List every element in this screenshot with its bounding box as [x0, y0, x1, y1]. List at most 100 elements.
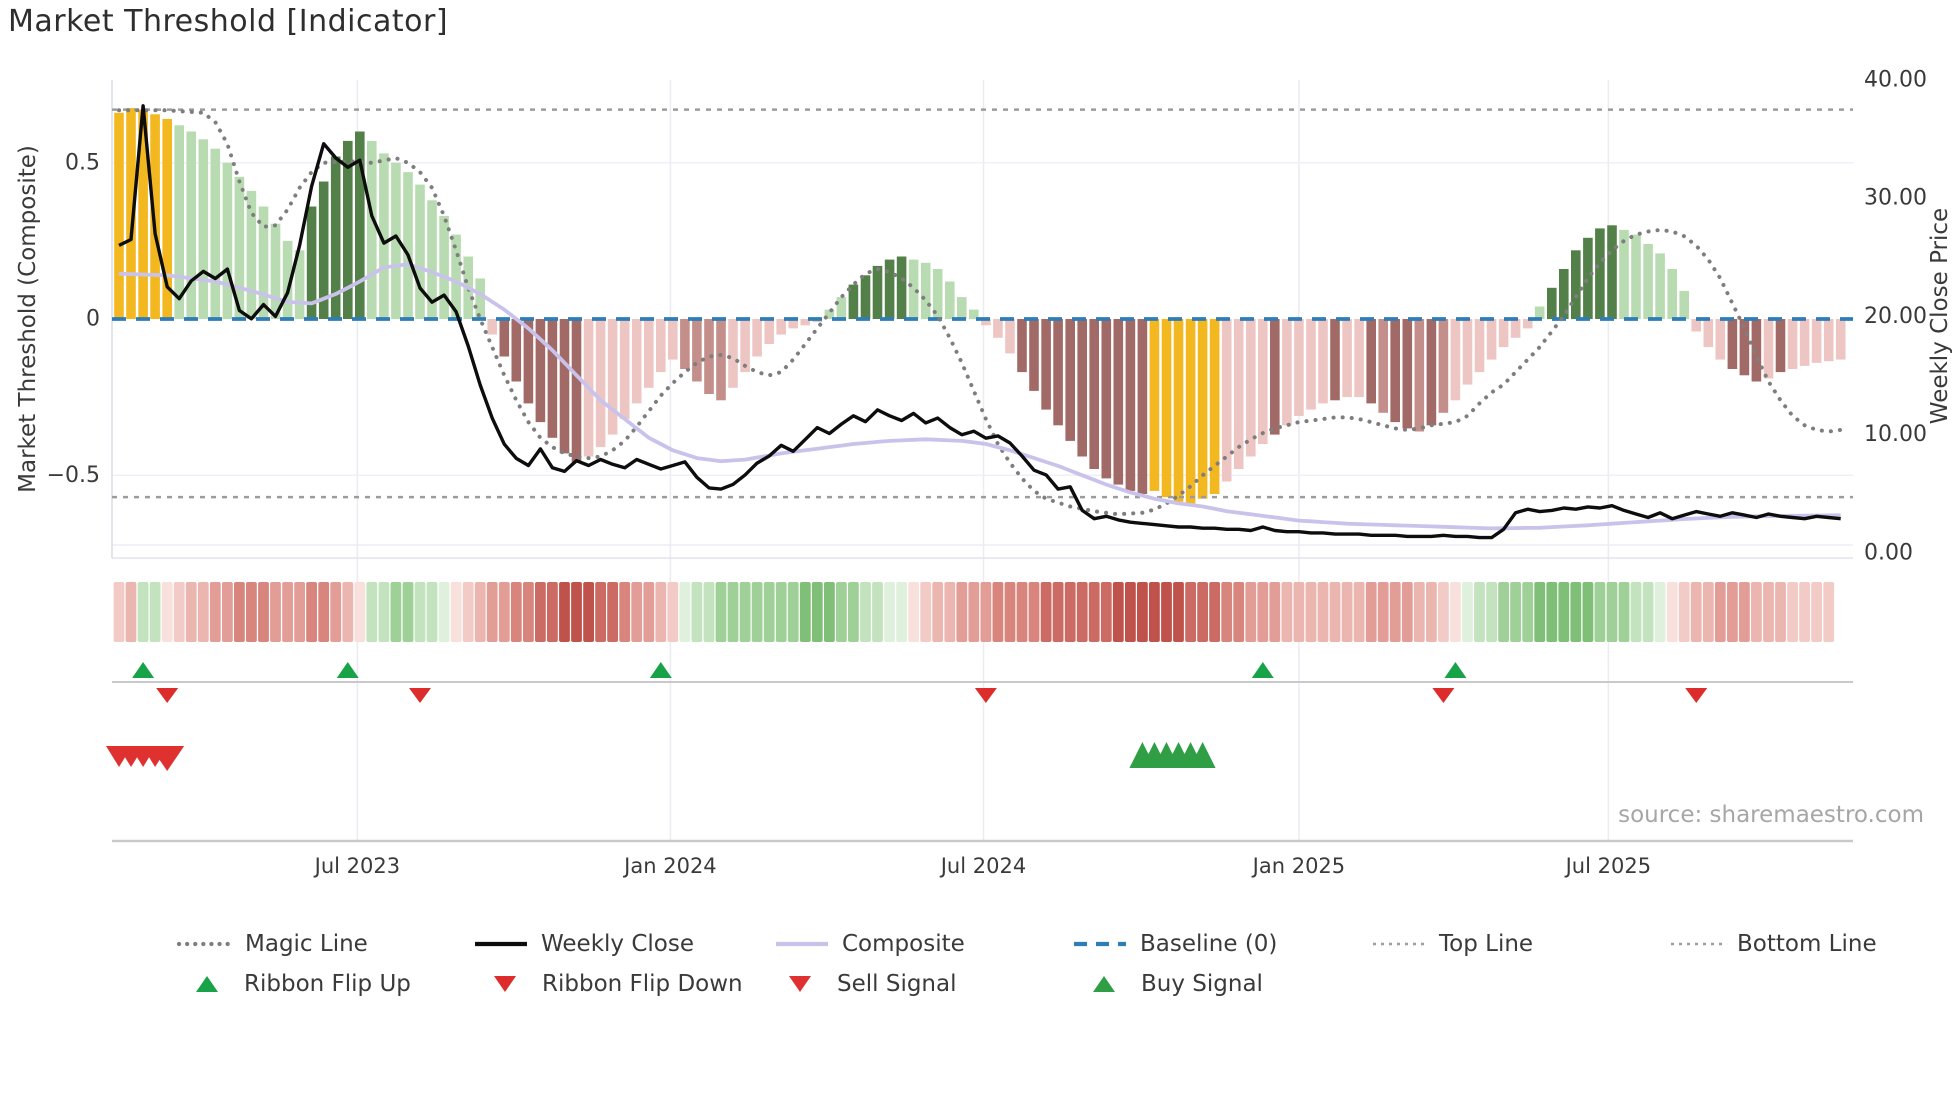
histogram-bar — [1005, 319, 1015, 354]
svg-text:Jul 2025: Jul 2025 — [1564, 854, 1651, 878]
ribbon-cell — [1594, 582, 1606, 642]
histogram-bar — [619, 319, 630, 419]
ribbon-cell — [1702, 582, 1714, 642]
ribbon-flip-up-icon — [132, 662, 155, 678]
histogram-bar — [499, 319, 510, 357]
legend-swatch-tri-up — [1093, 976, 1115, 992]
histogram-bar — [1414, 319, 1425, 432]
histogram-bar — [427, 200, 437, 320]
ribbon-cell — [1450, 582, 1461, 642]
ribbon-cell — [523, 582, 534, 642]
ribbon-cell — [1498, 582, 1509, 642]
histogram-bar — [920, 262, 931, 320]
histogram-bar — [1534, 306, 1545, 319]
histogram-bar — [607, 319, 618, 435]
ribbon-cell — [462, 582, 474, 642]
ribbon-cell — [161, 582, 173, 642]
histogram-bar — [1474, 319, 1485, 373]
histogram-bar — [547, 319, 558, 438]
ribbon-cell — [1341, 582, 1353, 642]
legend-item: Bottom Line — [1671, 931, 1877, 957]
ribbon-cell — [872, 582, 883, 642]
histogram-bar — [932, 269, 943, 319]
histogram-bar — [1510, 319, 1521, 338]
svg-text:0.5: 0.5 — [65, 150, 100, 175]
ribbon-cell — [763, 582, 775, 642]
ribbon-cell — [1799, 582, 1810, 642]
histogram-bar — [258, 206, 269, 319]
ribbon-cell — [896, 582, 907, 642]
ribbon-cell — [1149, 582, 1160, 642]
legend-item: Ribbon Flip Down — [494, 971, 743, 997]
histogram-bar — [704, 319, 714, 394]
histogram-bar — [559, 319, 570, 454]
sell-signal-icon — [150, 746, 185, 771]
histogram-bar — [945, 281, 955, 319]
ribbon-cell — [1727, 582, 1738, 642]
ribbon-cell — [691, 582, 703, 642]
histogram-bar — [1522, 319, 1533, 329]
histogram-bar — [1643, 244, 1653, 319]
ribbon-cell — [1125, 582, 1136, 642]
histogram-bar — [896, 256, 907, 319]
histogram-bar — [198, 139, 209, 319]
ribbon-cell — [968, 582, 980, 642]
histogram-bar — [716, 319, 726, 401]
histogram-bar — [1149, 319, 1160, 491]
ribbon-cell — [1666, 582, 1678, 642]
histogram-bar — [1053, 319, 1063, 426]
ribbon-cell — [1064, 582, 1076, 642]
legend-swatch-tri-down — [789, 976, 811, 992]
svg-text:Ribbon Flip Down: Ribbon Flip Down — [542, 971, 743, 997]
ribbon-cell — [715, 582, 727, 642]
svg-text:Jul 2023: Jul 2023 — [313, 854, 400, 878]
weekly-close-line — [118, 104, 1841, 540]
histogram-bar — [595, 319, 606, 448]
ribbon-cell — [1811, 582, 1822, 642]
buy-signal-icon — [1189, 742, 1216, 768]
histogram-bar — [367, 140, 377, 319]
ribbon-cell — [944, 582, 956, 642]
histogram-bar — [1547, 287, 1557, 320]
histogram-bar — [1402, 319, 1413, 429]
histogram-bar — [1041, 319, 1051, 410]
ribbon-cell — [739, 582, 751, 642]
ribbon-flip-up-icon — [649, 662, 672, 678]
ribbon-cell — [1690, 582, 1702, 642]
histogram-bar — [740, 319, 750, 373]
ribbon-flip-up-icon — [1251, 662, 1274, 678]
ribbon-cell — [197, 582, 209, 642]
histogram-bar — [379, 153, 389, 319]
svg-text:Ribbon Flip Up: Ribbon Flip Up — [244, 971, 411, 997]
svg-text:Weekly Close Price: Weekly Close Price — [1927, 208, 1953, 424]
svg-text:Baseline (0): Baseline (0) — [1140, 931, 1277, 957]
histogram-bar — [246, 190, 257, 319]
ribbon-cell — [571, 582, 582, 642]
ribbon-cell — [294, 582, 305, 642]
histogram-bar — [451, 234, 461, 319]
ribbon-cell — [366, 582, 378, 642]
histogram-bar — [981, 319, 991, 326]
ribbon-flip-up-icon — [336, 662, 359, 678]
histogram-bar — [162, 119, 172, 319]
ribbon-cell — [787, 582, 799, 642]
histogram-bar — [1077, 319, 1087, 457]
ribbon-cell — [848, 582, 859, 642]
histogram-bar — [415, 184, 425, 319]
histogram-bar — [1667, 269, 1677, 319]
histogram-bar — [788, 319, 798, 329]
histogram-bar — [343, 140, 353, 319]
histogram-bar — [824, 309, 835, 319]
svg-text:Magic Line: Magic Line — [245, 931, 368, 957]
histogram-bar — [1161, 319, 1172, 498]
svg-text:0: 0 — [86, 307, 100, 332]
ribbon-cell — [342, 582, 354, 642]
svg-text:0.00: 0.00 — [1864, 541, 1913, 566]
ribbon-cell — [1510, 582, 1521, 642]
left-axis-ticks: 0.5 0 −0.5 — [47, 150, 100, 488]
ribbon-cell — [1823, 582, 1835, 642]
histogram-bar — [1655, 253, 1665, 319]
ribbon-cell — [1739, 582, 1750, 642]
svg-text:Jul 2024: Jul 2024 — [939, 854, 1026, 878]
